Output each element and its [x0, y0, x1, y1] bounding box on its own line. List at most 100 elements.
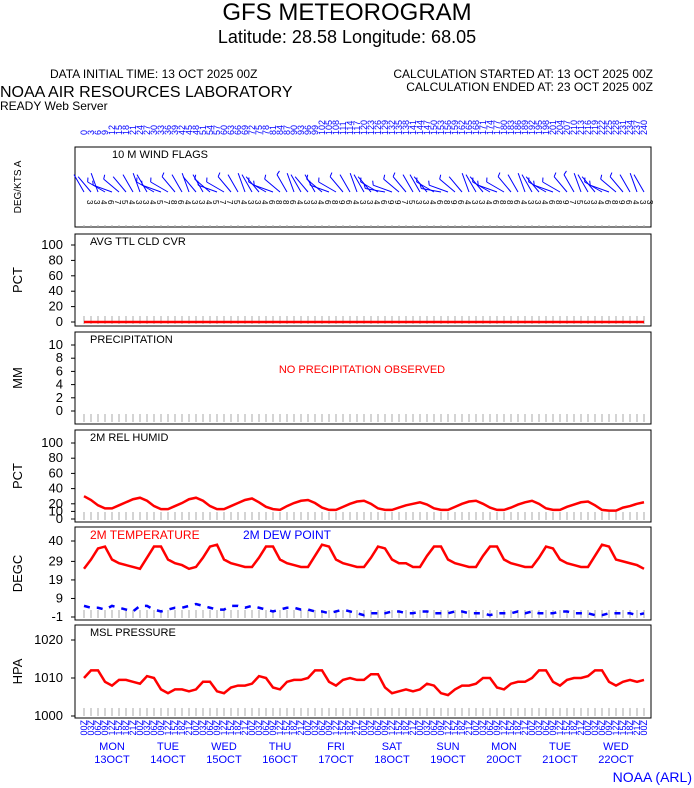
- wind-speed-label: 3: [246, 200, 255, 205]
- wind-speed-label: 4: [239, 200, 248, 205]
- x-tick-label: 198: [541, 120, 551, 135]
- x-tick-label: 00Z: [583, 720, 593, 736]
- panel-frame: [74, 526, 652, 621]
- x-tick-label: 183: [506, 120, 516, 135]
- x-tick-label: 21Z: [576, 720, 586, 736]
- x-tick-label: 99: [310, 125, 320, 135]
- x-tick-label: 12Z: [387, 720, 397, 736]
- x-tick-label: 129: [380, 120, 390, 135]
- x-tick-label: 33: [156, 125, 166, 135]
- x-tick-label: 195: [534, 120, 544, 135]
- wind-barb: [465, 174, 477, 193]
- wind-speed-label: 8: [330, 200, 339, 205]
- day-name: TUE: [157, 741, 179, 753]
- y-tick-label: 0: [56, 314, 63, 329]
- day-name: FRI: [327, 741, 345, 753]
- x-tick-label: 15Z: [618, 720, 628, 736]
- x-tick-label: 00Z: [79, 720, 89, 736]
- wind-speed-label: 9: [337, 200, 346, 205]
- x-tick-label: 06Z: [205, 720, 215, 736]
- x-tick-label: 75: [254, 125, 264, 135]
- x-tick-label: 15Z: [506, 720, 516, 736]
- wind-barb: [309, 180, 330, 193]
- wind-barb: [477, 180, 498, 193]
- wind-speed-label: 4: [204, 200, 213, 205]
- wind-barb: [600, 174, 617, 193]
- wind-barb: [171, 174, 183, 193]
- wind-barb: [486, 177, 505, 193]
- wind-speed-label: 7: [568, 200, 577, 205]
- x-tick-label: 213: [576, 120, 586, 135]
- wind-barb: [294, 176, 309, 193]
- wind-barb: [141, 180, 162, 193]
- y-tick-label: 9: [56, 590, 63, 605]
- x-tick-label: 03Z: [86, 720, 96, 736]
- y-tick-label: -1: [51, 609, 63, 624]
- x-tick-label: 06Z: [373, 720, 383, 736]
- initial-time: DATA INITIAL TIME: 13 OCT 2025 00Z: [50, 67, 257, 81]
- x-tick-label: 90: [289, 125, 299, 135]
- x-tick-label: 12: [107, 125, 117, 135]
- wind-speed-label: 6: [344, 200, 353, 205]
- x-tick-label: 03Z: [142, 720, 152, 736]
- wind-barb: [383, 174, 400, 193]
- day-name: MON: [99, 741, 125, 753]
- x-tick-label: 168: [471, 120, 481, 135]
- x-tick-label: 18Z: [289, 720, 299, 736]
- x-tick-label: 12Z: [275, 720, 285, 736]
- x-tick-label: 141: [408, 120, 418, 135]
- day-name: WED: [603, 741, 629, 753]
- x-tick-label: 09Z: [156, 720, 166, 736]
- wind-barb: [182, 176, 197, 193]
- wind-barb: [419, 184, 442, 193]
- lab-name: NOAA AIR RESOURCES LABORATORY: [0, 84, 293, 101]
- day-date: 18OCT: [374, 754, 410, 766]
- wind-speed-label: 8: [610, 200, 619, 205]
- x-tick-label: 39: [170, 125, 180, 135]
- wind-speed-label: 4: [351, 200, 360, 205]
- x-tick-label: 03Z: [590, 720, 600, 736]
- wind-barb: [136, 177, 155, 193]
- wind-barb: [253, 180, 274, 193]
- x-tick-label: 111: [338, 121, 348, 135]
- y-tick-label: 1000: [34, 708, 63, 723]
- y-tick-label: 2: [56, 390, 63, 405]
- subtitle: Latitude: 28.58 Longitude: 68.05: [218, 27, 476, 47]
- wind-speed-label: 7: [162, 200, 171, 205]
- x-tick-label: 138: [401, 120, 411, 135]
- wind-barb: [197, 180, 218, 193]
- wind-barb: [542, 177, 561, 193]
- x-tick-label: 15Z: [450, 720, 460, 736]
- x-tick-label: 03Z: [534, 720, 544, 736]
- x-tick-label: 21Z: [352, 720, 362, 736]
- x-tick-label: 54: [205, 125, 215, 135]
- wind-speed-label: 3: [190, 200, 199, 205]
- x-tick-label: 228: [611, 120, 621, 135]
- x-tick-label: 18Z: [401, 720, 411, 736]
- x-tick-label: 108: [331, 120, 341, 135]
- wind-speed-label: 8: [274, 200, 283, 205]
- x-tick-label: 09Z: [548, 720, 558, 736]
- x-tick-label: 57: [212, 125, 222, 135]
- wind-barb: [577, 174, 589, 193]
- wind-speed-label: 3: [589, 200, 598, 205]
- wind-barb: [227, 174, 239, 193]
- x-tick-label: 21Z: [464, 720, 474, 736]
- wind-barb: [206, 177, 225, 193]
- wind-speed-label: 3: [582, 200, 591, 205]
- x-tick-label: 12Z: [331, 720, 341, 736]
- x-tick-label: 15Z: [170, 720, 180, 736]
- day-name: THU: [269, 741, 292, 753]
- x-tick-label: 63: [226, 125, 236, 135]
- y-axis-label: DEG/KTS A: [13, 160, 24, 213]
- wind-speed-label: 7: [400, 200, 409, 205]
- wind-speed-label: 8: [442, 200, 451, 205]
- x-tick-label: 06Z: [541, 720, 551, 736]
- x-tick-label: 06Z: [485, 720, 495, 736]
- x-tick-label: 66: [233, 125, 243, 135]
- wind-speed-label: 9: [393, 200, 402, 205]
- x-tick-label: 207: [562, 120, 572, 135]
- x-tick-label: 15Z: [562, 720, 572, 736]
- x-tick-label: 0: [79, 130, 89, 135]
- annotation: NO PRECIPITATION OBSERVED: [279, 364, 445, 376]
